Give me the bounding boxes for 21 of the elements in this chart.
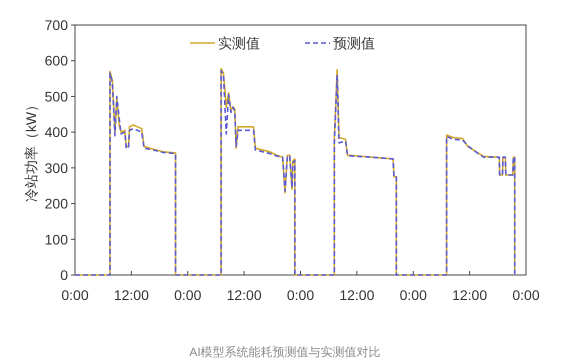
x-tick-label: 0:00 bbox=[512, 287, 540, 303]
y-tick-label: 100 bbox=[44, 231, 68, 248]
x-tick-label: 0:00 bbox=[400, 287, 428, 303]
y-tick-label: 400 bbox=[44, 124, 68, 140]
legend-label: 实测值 bbox=[218, 35, 260, 51]
y-tick-label: 600 bbox=[44, 52, 68, 69]
x-tick-label: 12:00 bbox=[452, 287, 488, 303]
x-tick-label: 12:00 bbox=[339, 287, 375, 303]
x-tick-label: 0:00 bbox=[174, 287, 202, 303]
y-tick-label: 700 bbox=[44, 17, 68, 33]
text: AI模型系统能耗预测值与实测值对比 bbox=[189, 345, 381, 359]
y-tick-label: 0 bbox=[60, 267, 68, 283]
legend-label: 预测值 bbox=[333, 35, 375, 51]
x-tick-label: 0:00 bbox=[286, 287, 314, 303]
y-tick-label: 500 bbox=[44, 88, 68, 104]
y-axis-title: 冷站功率（kW） bbox=[23, 98, 39, 202]
y-tick-label: 200 bbox=[44, 196, 68, 212]
y-tick-label: 300 bbox=[44, 160, 68, 176]
x-tick-label: 12:00 bbox=[226, 287, 262, 303]
x-tick-label: 0:00 bbox=[61, 287, 89, 303]
x-tick-label: 12:00 bbox=[114, 287, 150, 303]
